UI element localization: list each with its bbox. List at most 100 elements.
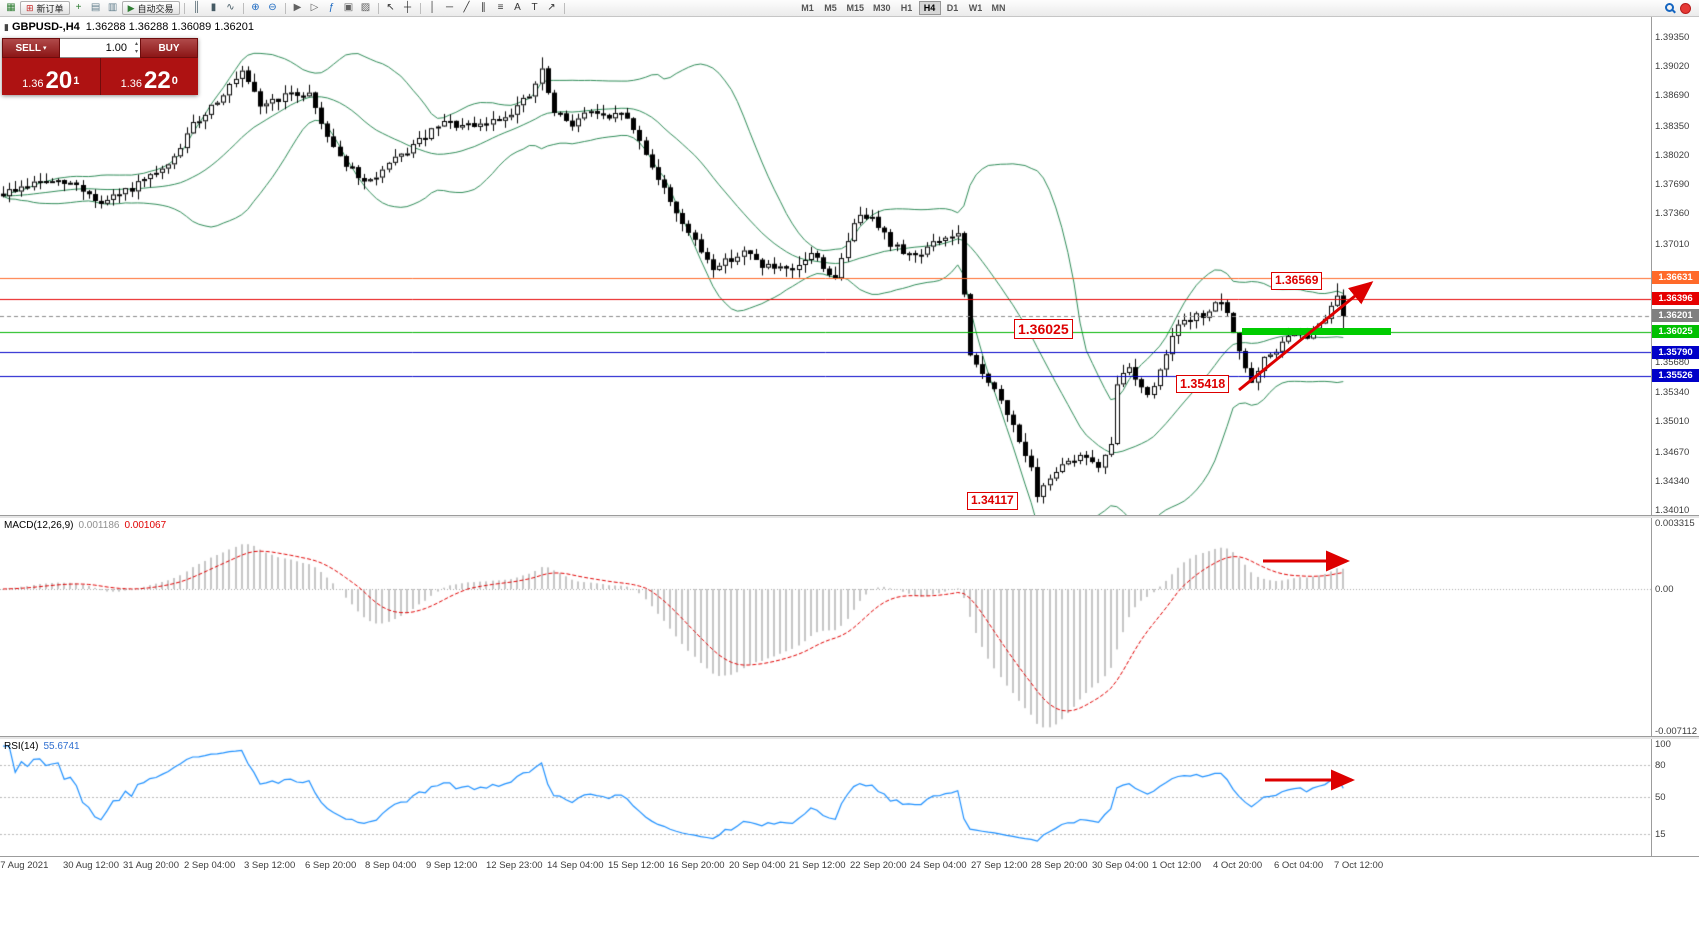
macd-name: MACD(12,26,9)	[4, 520, 74, 531]
timeframe-button-M1[interactable]: M1	[797, 1, 819, 15]
macd-axis-label: 0.003315	[1655, 518, 1695, 529]
autotrade-button-label: 自动交易	[137, 3, 174, 14]
toolbar: ▦ ⊞ 新订单 + ▤ ▥ ▶ 自动交易 ║ ▮ ∿ ⊕ ⊖ ▶ ▷ ƒ ▣ ▨ ↖ ┼ │ ─ ╱ ∥ ≡ A T ↗ M1 M5 M1…	[0, 0, 1699, 17]
volume-input[interactable]: 1.00 ▴ ▾	[60, 38, 140, 58]
cascade-windows-icon[interactable]: ▥	[107, 2, 118, 13]
candlestick-icon[interactable]: ▮	[210, 2, 217, 13]
time-label: 27 Sep 12:00	[971, 860, 1028, 871]
chart-window: ▮ GBPUSD-,H4 1.36288 1.36288 1.36089 1.362…	[0, 17, 1699, 875]
sell-price-small: 1.36	[22, 78, 44, 90]
bar-chart-icon[interactable]: ║	[192, 2, 201, 13]
time-axis[interactable]: 27 Aug 2021 30 Aug 12:00 31 Aug 20:00 2 Sep…	[0, 856, 1699, 875]
periods-icon[interactable]: ▣	[343, 2, 354, 13]
chevron-down-icon: ▾	[43, 45, 47, 52]
time-label: 16 Sep 20:00	[668, 860, 725, 871]
support-zone-highlight[interactable]	[1242, 328, 1391, 336]
time-label: 7 Oct 12:00	[1334, 860, 1384, 871]
vertical-line-icon[interactable]: │	[429, 2, 436, 13]
time-label: 8 Sep 04:00	[365, 860, 417, 871]
sell-price[interactable]: 1.36 20 1	[2, 58, 101, 95]
timeframe-button-M5[interactable]: M5	[820, 1, 842, 15]
buy-price[interactable]: 1.36 22 0	[101, 58, 199, 95]
rsi-axis-label: 100	[1655, 739, 1671, 750]
auto-scroll-icon[interactable]: ▶	[293, 2, 302, 13]
price-axis-label: 1.39020	[1655, 61, 1690, 73]
add-chart-icon[interactable]: +	[75, 2, 82, 13]
timeframe-button-M30[interactable]: M30	[869, 1, 895, 15]
timeframe-button-H4[interactable]: H4	[918, 1, 941, 15]
channel-icon[interactable]: ∥	[481, 2, 486, 13]
new-order-button-label: 新订单	[36, 3, 64, 14]
timeframe-button-D1[interactable]: D1	[942, 1, 964, 15]
indicators-icon[interactable]: ƒ	[328, 2, 335, 13]
cursor-icon[interactable]: ↖	[386, 2, 395, 13]
time-label: 14 Sep 04:00	[547, 860, 604, 871]
price-axis-label: 1.34670	[1655, 446, 1690, 458]
macd-panel-splitter[interactable]	[0, 515, 1699, 518]
timeframe-button-MN[interactable]: MN	[988, 1, 1010, 15]
price-axis-label: 1.38020	[1655, 149, 1690, 161]
time-label: 21 Sep 12:00	[789, 860, 846, 871]
timeframe-button-H1[interactable]: H1	[896, 1, 918, 15]
arrow-tool-icon[interactable]: ↗	[547, 2, 556, 13]
timeframe-toolbar: M1 M5 M15 M30 H1 H4 D1 W1 MN	[797, 1, 1010, 15]
toolbar-separator	[563, 2, 565, 14]
new-order-icon: ⊞	[26, 2, 34, 13]
price-badge: 1.35790	[1652, 345, 1699, 359]
spinner-up-icon[interactable]: ▴	[134, 41, 138, 47]
chart-symbol-icon: ▮	[4, 22, 9, 32]
time-label: 4 Oct 20:00	[1213, 860, 1263, 871]
time-label: 9 Sep 12:00	[426, 860, 478, 871]
rsi-name: RSI(14)	[4, 741, 39, 752]
new-chart-icon[interactable]: ▦	[6, 2, 16, 13]
tile-windows-icon[interactable]: ▤	[90, 2, 101, 13]
price-annotation[interactable]: 1.34117	[967, 492, 1018, 510]
price-axis-label: 1.38350	[1655, 120, 1690, 132]
rsi-panel-canvas[interactable]	[0, 739, 1651, 856]
ohlc-values: 1.36288 1.36288 1.36089 1.36201	[85, 21, 255, 33]
chart-shift-icon[interactable]: ▷	[310, 2, 319, 13]
zoom-in-icon[interactable]: ⊕	[251, 2, 260, 13]
time-label: 30 Sep 04:00	[1092, 860, 1149, 871]
rsi-panel-splitter[interactable]	[0, 736, 1699, 739]
horizontal-line-icon[interactable]: ─	[445, 2, 454, 13]
text-icon[interactable]: A	[514, 2, 521, 13]
notifications-icon[interactable]	[1680, 2, 1691, 14]
price-annotation[interactable]: 1.36025	[1014, 319, 1073, 340]
search-icon[interactable]	[1665, 0, 1674, 17]
macd-panel-canvas[interactable]	[0, 518, 1651, 736]
spinner-down-icon[interactable]: ▾	[134, 49, 138, 55]
sell-button[interactable]: SELL ▾	[2, 38, 60, 58]
time-label: 31 Aug 20:00	[123, 860, 179, 871]
label-icon[interactable]: T	[531, 2, 538, 13]
time-label: 20 Sep 04:00	[729, 860, 786, 871]
fibonacci-icon[interactable]: ≡	[497, 2, 504, 13]
price-axis-label: 1.35340	[1655, 387, 1690, 399]
templates-icon[interactable]: ▨	[360, 2, 371, 13]
volume-spinner[interactable]: ▴ ▾	[135, 40, 138, 56]
sell-price-big: 20	[45, 67, 73, 94]
timeframe-button-M15[interactable]: M15	[843, 1, 869, 15]
timeframe-button-W1[interactable]: W1	[965, 1, 987, 15]
buy-price-sup: 0	[171, 75, 178, 87]
price-annotation[interactable]: 1.35418	[1176, 375, 1230, 394]
line-chart-icon[interactable]: ∿	[226, 2, 235, 13]
zoom-out-icon[interactable]: ⊖	[268, 2, 277, 13]
time-label: 22 Sep 20:00	[850, 860, 907, 871]
macd-label: MACD(12,26,9) 0.001186 0.001067	[4, 520, 166, 531]
price-chart-canvas[interactable]	[0, 17, 1651, 515]
price-badge: 1.36631	[1652, 271, 1699, 285]
crosshair-icon[interactable]: ┼	[403, 2, 412, 13]
buy-button[interactable]: BUY	[140, 38, 198, 58]
macd-main-value: 0.001186	[78, 520, 120, 531]
new-order-button[interactable]: ⊞ 新订单	[20, 1, 70, 15]
toolbar-separator	[419, 2, 421, 14]
trendline-icon[interactable]: ╱	[463, 2, 470, 13]
sell-button-label: SELL	[15, 42, 42, 54]
rsi-axis-label: 15	[1655, 829, 1666, 841]
autotrade-button[interactable]: ▶ 自动交易	[121, 1, 180, 15]
price-annotation[interactable]: 1.36569	[1271, 272, 1323, 290]
price-axis-label: 1.37360	[1655, 208, 1690, 220]
buy-button-label: BUY	[158, 42, 180, 54]
price-axis-label: 1.38690	[1655, 90, 1690, 102]
